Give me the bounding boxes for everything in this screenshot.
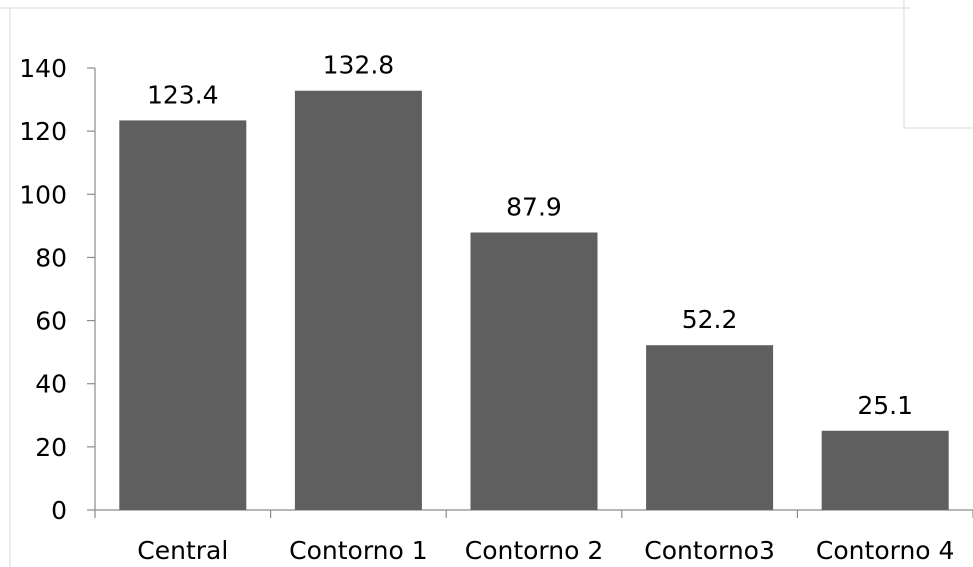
legend-frame <box>903 0 973 129</box>
bar[interactable] <box>294 90 422 510</box>
category-labels-group: Central Contorno 1 Contorno 2 Contorno3 Cont… <box>137 536 954 565</box>
y-tick-label: 40 <box>35 370 67 399</box>
bar[interactable] <box>119 120 247 510</box>
y-tick-label: 80 <box>35 243 67 272</box>
data-label: 52.2 <box>682 305 738 334</box>
data-label: 132.8 <box>323 51 395 80</box>
y-tick-label: 0 <box>51 496 67 525</box>
category-label: Contorno 2 <box>465 536 604 565</box>
data-label: 87.9 <box>506 192 562 221</box>
y-tick-label: 140 <box>19 54 67 83</box>
category-label: Central <box>137 536 228 565</box>
category-label: Contorno 4 <box>816 536 955 565</box>
bars-group <box>119 90 949 511</box>
bar[interactable] <box>821 430 949 510</box>
y-tick-label: 60 <box>35 307 67 336</box>
x-axis-ticks <box>94 510 973 518</box>
y-tick-label: 20 <box>35 433 67 462</box>
category-label: Contorno3 <box>644 536 775 565</box>
y-axis-ticks: 0 20 40 60 80 100 120 140 <box>19 54 95 525</box>
category-label: Contorno 1 <box>289 536 428 565</box>
bar[interactable] <box>646 345 774 510</box>
y-tick-label: 120 <box>19 117 67 146</box>
y-tick-label: 100 <box>19 180 67 209</box>
data-label: 123.4 <box>147 80 219 109</box>
data-label: 25.1 <box>857 391 913 420</box>
data-labels-group: 123.4 132.8 87.9 52.2 25.1 <box>147 51 913 420</box>
bar[interactable] <box>470 232 598 511</box>
